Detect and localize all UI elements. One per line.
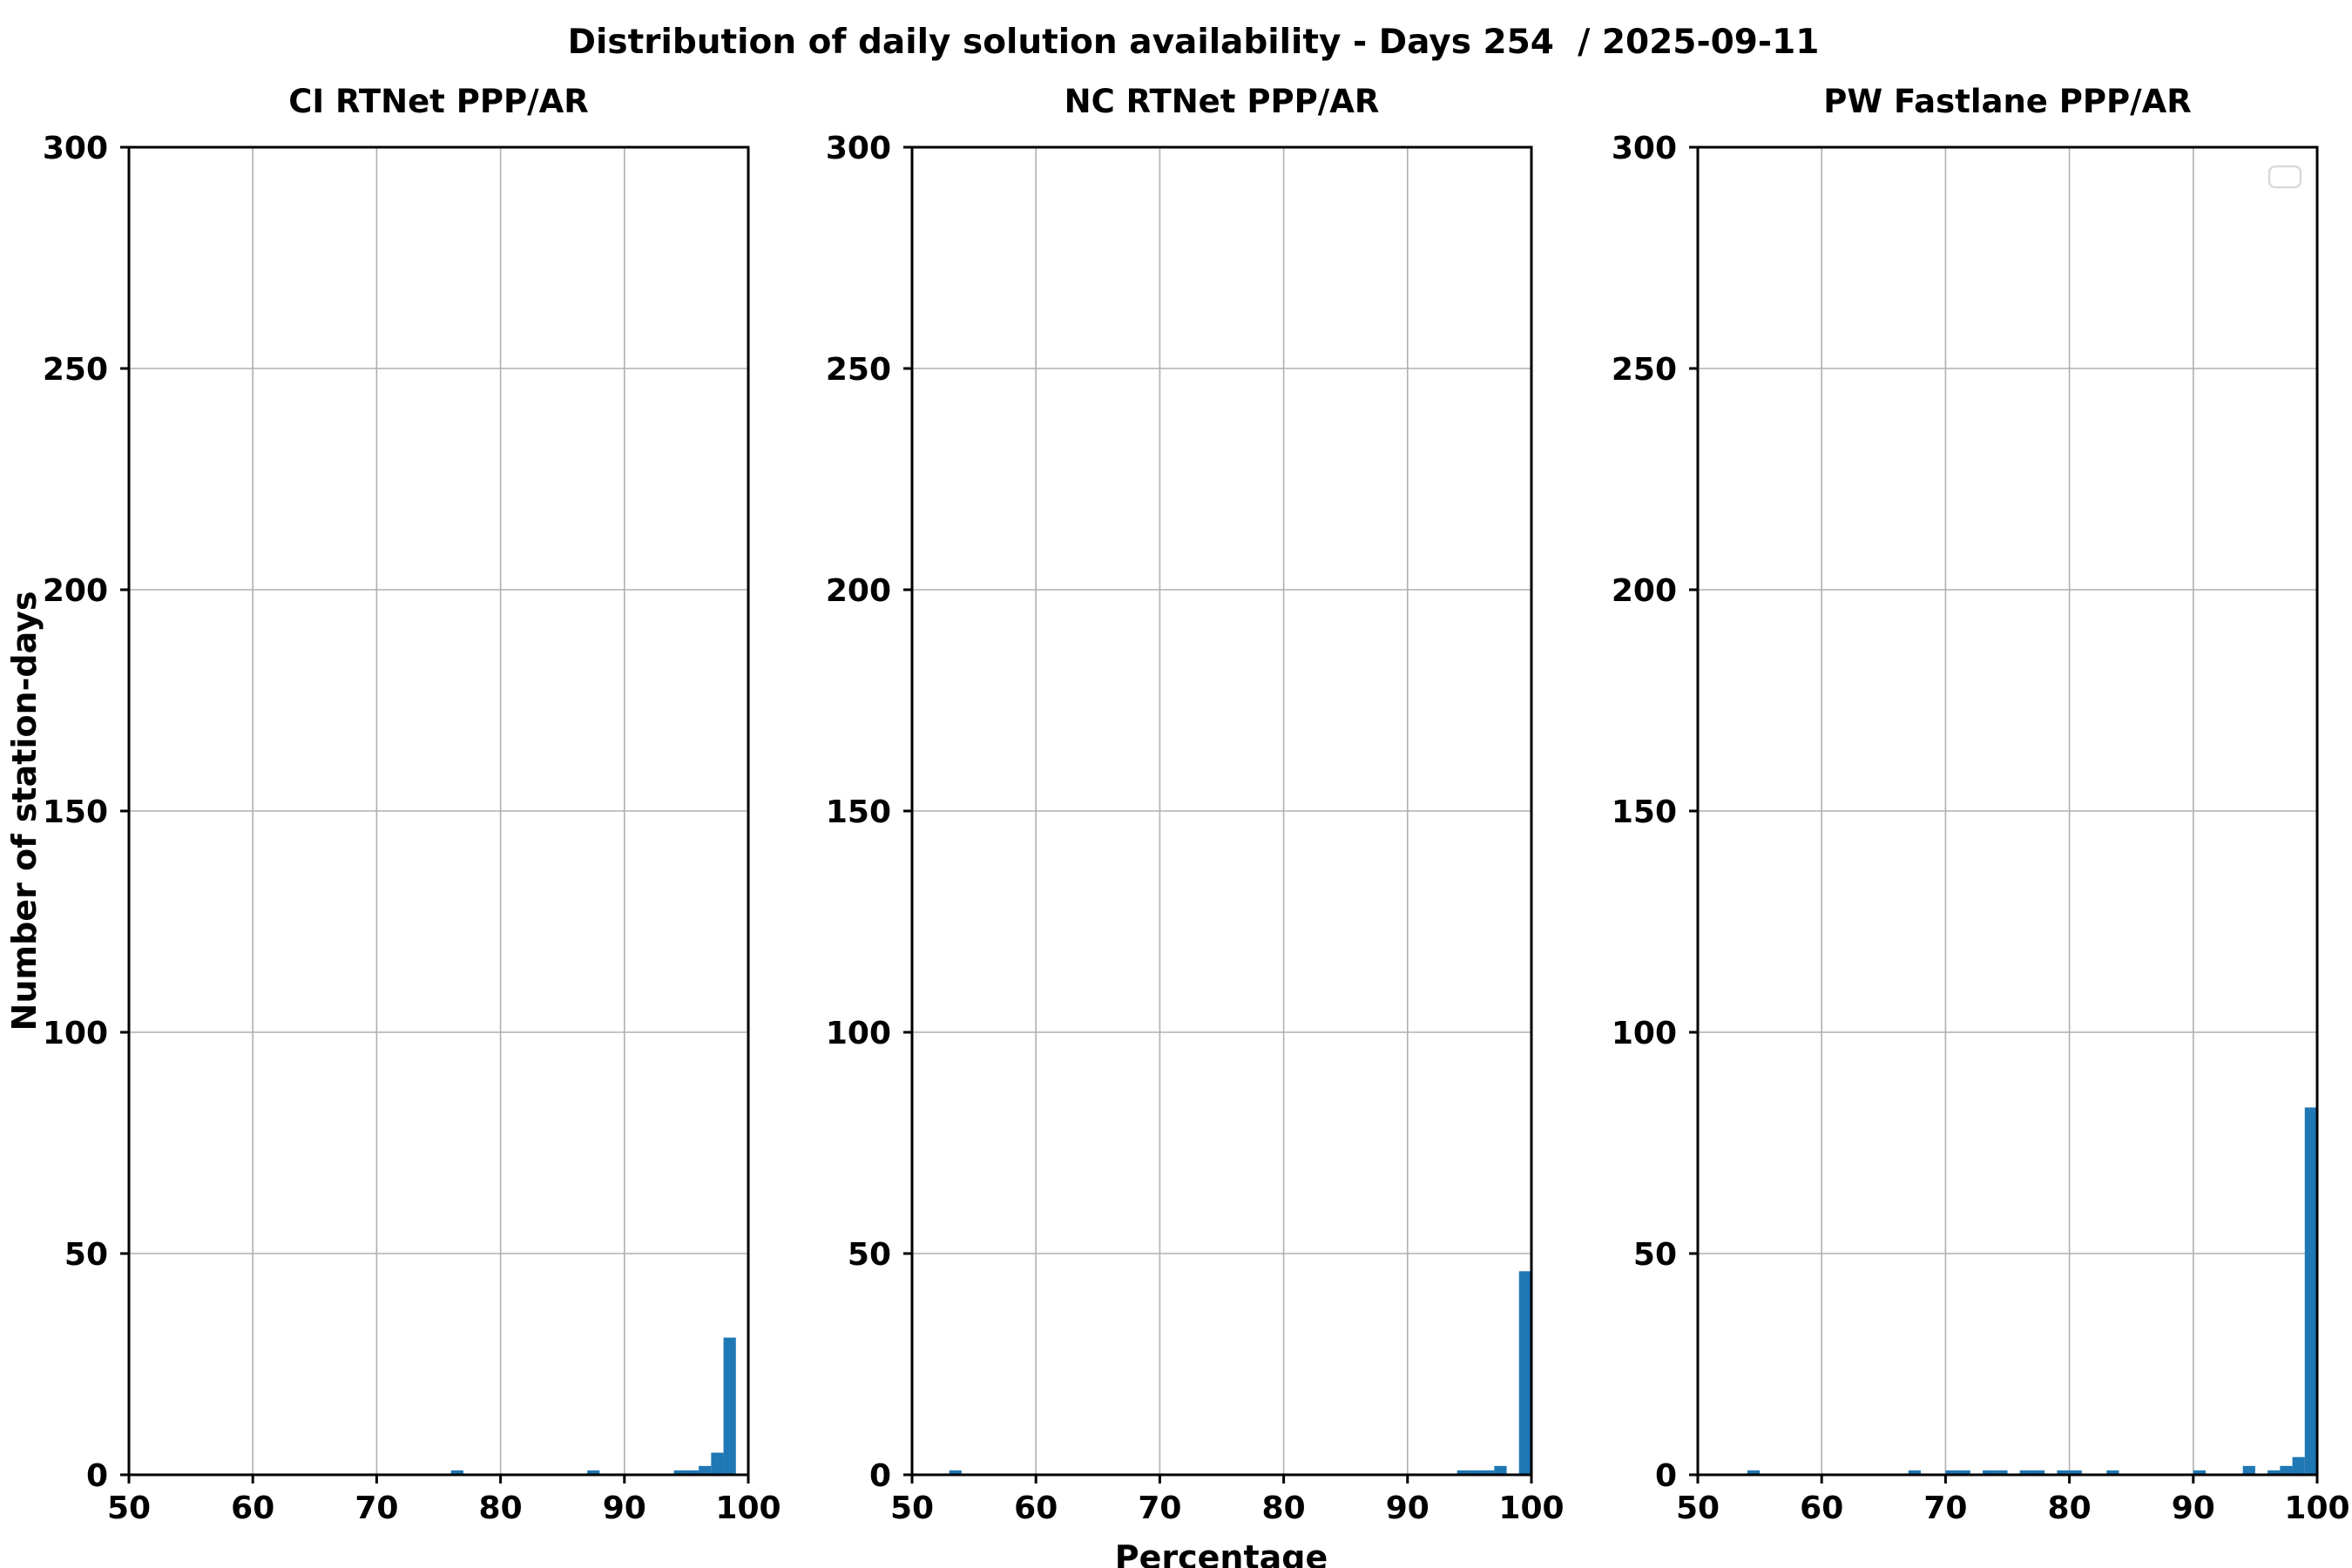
histogram-bar (1945, 1470, 1958, 1475)
y-tick-label: 250 (43, 352, 108, 388)
histogram-bar (1983, 1470, 1996, 1475)
histogram-bar (2304, 1107, 2317, 1475)
histogram-bar (1518, 1271, 1531, 1475)
subplot-title-nc-rtnet: NC RTNet PPP/AR (1064, 83, 1380, 120)
histogram-bar (2292, 1456, 2305, 1475)
histogram-bar (2019, 1470, 2032, 1475)
subplot-title-ci-rtnet: CI RTNet PPP/AR (288, 83, 589, 120)
y-tick-label: 300 (43, 131, 108, 166)
y-axis-label: Number of station-days (5, 591, 44, 1031)
x-tick-label: 60 (231, 1490, 274, 1526)
histogram-bar (1494, 1465, 1507, 1475)
histogram-bar (2057, 1470, 2070, 1475)
x-tick-label: 60 (1014, 1490, 1058, 1526)
x-tick-label: 100 (2284, 1490, 2349, 1526)
y-tick-label: 250 (826, 352, 891, 388)
x-tick-label: 50 (890, 1490, 934, 1526)
histogram-bar (1995, 1470, 2008, 1475)
x-tick-label: 100 (1498, 1490, 1564, 1526)
y-tick-label: 0 (869, 1458, 891, 1494)
x-tick-label: 70 (1138, 1490, 1181, 1526)
histogram-bar (2069, 1470, 2082, 1475)
histogram-bar (686, 1470, 700, 1475)
x-tick-label: 80 (1262, 1490, 1306, 1526)
x-tick-label: 90 (1386, 1490, 1429, 1526)
histogram-bar (699, 1465, 712, 1475)
y-tick-label: 300 (826, 131, 891, 166)
x-tick-label: 80 (2048, 1490, 2092, 1526)
y-tick-label: 100 (1612, 1016, 1677, 1051)
y-tick-label: 100 (43, 1016, 108, 1051)
histogram-bar (673, 1470, 686, 1475)
y-tick-label: 0 (86, 1458, 108, 1494)
histogram-bar (450, 1470, 463, 1475)
histogram-bar (2193, 1470, 2207, 1475)
histogram-bar (1957, 1470, 1970, 1475)
histogram-bar (2268, 1470, 2281, 1475)
y-tick-label: 50 (64, 1237, 108, 1273)
y-tick-label: 200 (826, 573, 891, 609)
y-tick-label: 50 (848, 1237, 891, 1273)
x-tick-label: 90 (603, 1490, 646, 1526)
figure-title: Distribution of daily solution availabil… (567, 23, 1820, 62)
histogram-bar (711, 1452, 724, 1475)
histogram-bar (2242, 1465, 2255, 1475)
histogram-bar (2280, 1465, 2293, 1475)
histogram-bar (949, 1470, 962, 1475)
x-tick-label: 100 (715, 1490, 781, 1526)
histogram-bar (1482, 1470, 1495, 1475)
y-tick-label: 300 (1612, 131, 1677, 166)
y-tick-label: 150 (43, 794, 108, 830)
subplot-nc-rtnet: NC RTNet PPP/AR 50 60 70 80 90 100 0 50 100 150 20… (826, 83, 1565, 1564)
x-tick-label: 80 (479, 1490, 523, 1526)
y-tick-label: 0 (1655, 1458, 1677, 1494)
histogram-bar (1908, 1470, 1921, 1475)
y-tick-label: 100 (826, 1016, 891, 1051)
x-tick-label: 70 (1923, 1490, 1967, 1526)
y-tick-label: 150 (826, 794, 891, 830)
x-tick-label: 50 (1676, 1490, 1720, 1526)
subplot-pw-fastlane: PW Fastlane PPP/AR 50 60 70 80 90 100 0 50 100 15… (1612, 83, 2350, 1564)
histogram-bar (1469, 1470, 1483, 1475)
y-tick-label: 200 (43, 573, 108, 609)
x-tick-label: 70 (355, 1490, 398, 1526)
histogram-bar (2031, 1470, 2045, 1475)
histogram-bar (1747, 1470, 1761, 1475)
y-tick-label: 50 (1633, 1237, 1677, 1273)
histogram-bar (1456, 1470, 1470, 1475)
subplot-title-pw-fastlane: PW Fastlane PPP/AR (1823, 83, 2192, 120)
histogram-bar (723, 1337, 736, 1475)
x-tick-label: 90 (2172, 1490, 2215, 1526)
x-tick-label: 60 (1800, 1490, 1843, 1526)
histogram-bar (587, 1470, 600, 1475)
legend-empty (2268, 165, 2302, 189)
subplot-ci-rtnet: CI RTNet PPP/AR 50 60 70 80 90 100 0 50 100 150 20… (43, 83, 781, 1564)
x-axis-label: Percentage (1114, 1538, 1328, 1568)
histogram-bar (2106, 1470, 2119, 1475)
x-tick-label: 50 (107, 1490, 151, 1526)
y-tick-label: 150 (1612, 794, 1677, 830)
y-tick-label: 250 (1612, 352, 1677, 388)
y-tick-label: 200 (1612, 573, 1677, 609)
